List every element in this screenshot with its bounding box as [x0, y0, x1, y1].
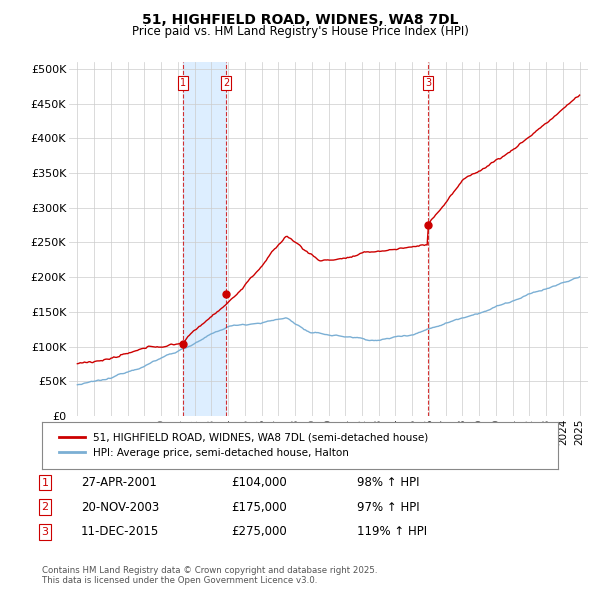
Text: Price paid vs. HM Land Registry's House Price Index (HPI): Price paid vs. HM Land Registry's House …	[131, 25, 469, 38]
Text: £275,000: £275,000	[231, 525, 287, 538]
Text: 20-NOV-2003: 20-NOV-2003	[81, 501, 159, 514]
Text: 27-APR-2001: 27-APR-2001	[81, 476, 157, 489]
Text: 3: 3	[41, 527, 49, 537]
Text: 51, HIGHFIELD ROAD, WIDNES, WA8 7DL: 51, HIGHFIELD ROAD, WIDNES, WA8 7DL	[142, 13, 458, 27]
Text: 1: 1	[41, 477, 49, 487]
Text: £104,000: £104,000	[231, 476, 287, 489]
Text: Contains HM Land Registry data © Crown copyright and database right 2025.
This d: Contains HM Land Registry data © Crown c…	[42, 566, 377, 585]
Text: 11-DEC-2015: 11-DEC-2015	[81, 525, 159, 538]
Bar	[183, 62, 226, 416]
Text: 3: 3	[425, 78, 431, 88]
Text: 98% ↑ HPI: 98% ↑ HPI	[357, 476, 419, 489]
Text: 97% ↑ HPI: 97% ↑ HPI	[357, 501, 419, 514]
Text: 2: 2	[223, 78, 229, 88]
Text: 2: 2	[41, 502, 49, 512]
Legend: 51, HIGHFIELD ROAD, WIDNES, WA8 7DL (semi-detached house), HPI: Average price, s: 51, HIGHFIELD ROAD, WIDNES, WA8 7DL (sem…	[52, 427, 434, 464]
Text: 1: 1	[180, 78, 186, 88]
Text: 119% ↑ HPI: 119% ↑ HPI	[357, 525, 427, 538]
Text: £175,000: £175,000	[231, 501, 287, 514]
